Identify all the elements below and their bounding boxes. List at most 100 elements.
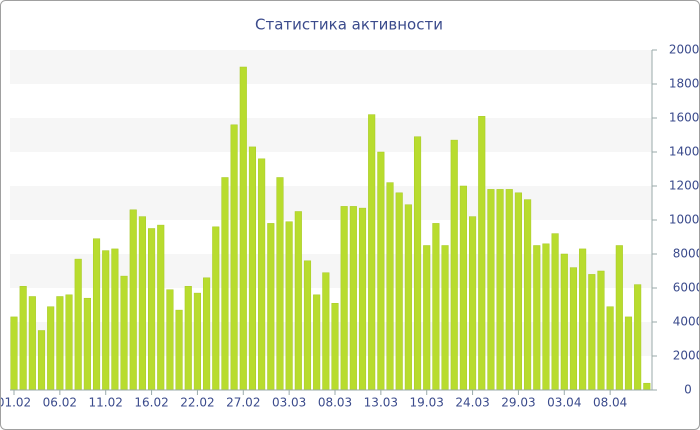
grid-band [10,50,652,84]
y-tick-label: 2000 [673,349,700,363]
y-tick-label: 6000 [673,281,700,295]
bar [597,270,605,391]
x-tick-label: 27.02 [226,396,260,410]
bar [230,124,238,391]
bar [276,177,284,391]
bar [129,209,137,391]
y-tick-label: 18000 [669,77,700,91]
bar [569,267,578,391]
y-tick-label: 16000 [669,111,700,125]
bar [138,216,146,391]
bar [203,277,211,391]
bar [313,294,321,391]
bar [413,136,422,391]
grid-band [10,186,652,220]
bar [157,224,165,391]
bar [331,303,339,391]
bar [37,330,46,391]
plot: 0 2000 4000 6000 8000 10000 12000 14000 16000 180… [0,43,700,410]
y-tick-label: 12000 [669,179,700,193]
bar [349,206,357,391]
bar [459,185,467,391]
y-tick-label: 10000 [669,213,700,227]
x-tick-label: 19.03 [410,396,444,410]
bar [496,189,504,391]
bar [148,228,156,391]
bar [432,223,440,391]
bar [386,182,394,391]
bar [248,146,257,391]
bar [358,207,367,391]
x-tick-label: 08.03 [318,396,352,410]
bar [212,226,220,391]
bar [404,204,412,391]
bar [111,248,119,391]
x-tick-label: 01.02 [0,396,31,410]
bar [441,245,449,391]
bar [588,274,596,391]
x-tick-label: 06.02 [43,396,77,410]
bar [267,223,275,391]
bar [514,192,522,391]
bar [551,233,559,391]
grid-band [10,118,652,152]
bar [579,248,587,391]
bar [368,114,376,391]
bar [634,284,642,391]
bar [285,221,293,391]
bar [322,272,330,391]
bar [74,258,82,391]
bar [294,211,302,391]
x-tick-label: 03.03 [272,396,306,410]
bar [56,296,64,391]
x-tick-label: 13.03 [364,396,398,410]
x-tick-label: 22.02 [180,396,214,410]
bar [303,260,312,391]
x-tick-label: 24.03 [455,396,489,410]
x-tick-label: 11.02 [89,396,123,410]
bar [47,306,55,391]
bar [120,275,128,391]
x-tick-label: 03.04 [547,396,581,410]
bar [184,286,192,391]
bar [542,243,550,391]
bar [533,245,541,391]
bar [221,177,229,391]
bar [193,292,201,391]
bar [10,316,18,391]
bar [175,309,183,391]
bar [28,296,36,391]
bar [83,297,91,391]
bar [505,189,513,391]
bar [239,66,247,391]
y-tick-label: 8000 [673,247,700,261]
bar [487,189,495,391]
bar [615,245,623,391]
chart-title: Статистика активности [255,16,443,34]
bar [19,286,27,391]
bar [65,294,73,391]
bar [102,250,110,391]
x-tick-label: 08.04 [593,396,627,410]
x-tick-label: 29.03 [501,396,535,410]
bar [478,116,486,391]
bar [258,158,266,391]
bar [166,289,174,391]
bar [423,245,431,391]
x-tick-label: 16.02 [134,396,168,410]
bar [524,199,532,391]
bar [560,253,568,391]
bar [377,151,385,391]
y-tick-label: 14000 [669,145,700,159]
y-tick-label: 0 [684,383,692,397]
y-tick-label: 4000 [673,315,700,329]
bar [624,316,633,391]
bar [606,306,614,391]
bar [395,192,403,391]
bar [340,206,348,391]
bar [469,216,477,391]
bar [450,139,458,391]
bar [643,382,651,391]
